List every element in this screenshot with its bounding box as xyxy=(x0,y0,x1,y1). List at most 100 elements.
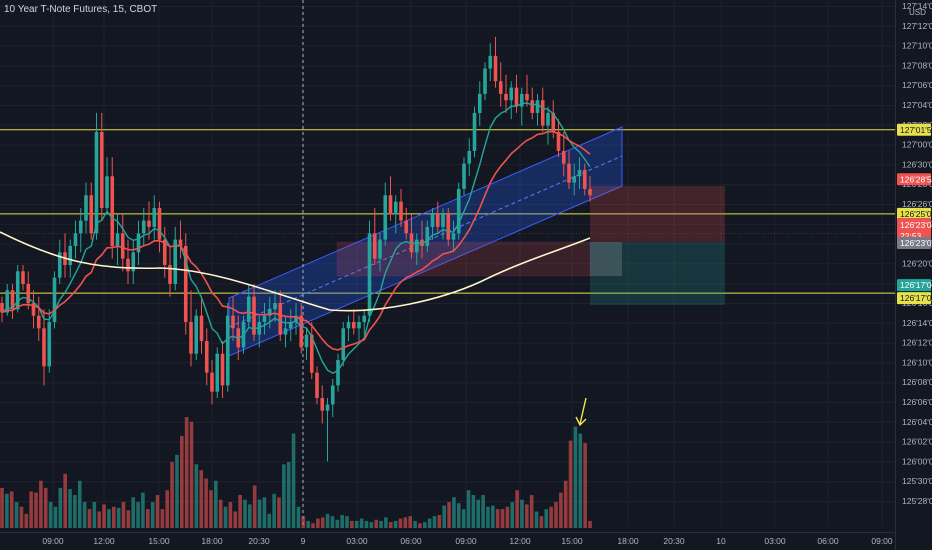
time-tick-label: 20:30 xyxy=(663,536,685,546)
price-tick-label: 126'06'0 xyxy=(902,397,932,407)
volume-bar xyxy=(73,494,77,528)
candle-body xyxy=(514,87,519,107)
candle-body xyxy=(309,334,314,373)
volume-bar xyxy=(345,516,349,528)
volume-bar xyxy=(398,518,403,528)
price-tick-label: 127'04'0 xyxy=(902,100,932,110)
candle-body xyxy=(273,303,277,310)
candle-body xyxy=(262,315,267,323)
volume-bar xyxy=(9,491,14,528)
volume-bar xyxy=(311,523,315,528)
volume-bar xyxy=(63,473,67,528)
volume-bar xyxy=(335,519,340,528)
candle-body xyxy=(126,258,130,272)
volume-bar xyxy=(525,504,529,528)
price-axis-bg xyxy=(895,0,932,550)
volume-bar xyxy=(277,497,281,528)
time-tick-label: 03:00 xyxy=(346,536,368,546)
candle-body xyxy=(299,315,304,348)
candle-body xyxy=(10,290,15,310)
volume-bar xyxy=(131,497,136,528)
candle-body xyxy=(582,169,587,189)
volume-bar xyxy=(388,522,393,528)
volume-bar xyxy=(413,520,417,528)
candle-body xyxy=(519,93,524,107)
volume-bar xyxy=(520,499,524,528)
ema-fast-line xyxy=(1,102,591,374)
volume-bar xyxy=(233,511,238,528)
time-axis-bg xyxy=(0,532,895,550)
candle-body xyxy=(572,176,577,183)
volume-bar xyxy=(272,493,276,528)
candle-body xyxy=(278,303,283,335)
time-tick-label: 18:00 xyxy=(201,536,223,546)
candle-body xyxy=(26,283,31,303)
candle-body xyxy=(462,163,466,189)
volume-bar xyxy=(456,503,461,528)
candle-body xyxy=(388,195,393,215)
volume-bar xyxy=(578,433,583,528)
candle-body xyxy=(189,322,193,354)
candle-body xyxy=(94,131,99,234)
time-tick-label: 15:00 xyxy=(561,536,583,546)
candle-body xyxy=(99,131,104,208)
candle-body xyxy=(498,81,503,94)
volume-bar xyxy=(204,478,208,528)
volume-bar xyxy=(136,502,140,528)
candle-body xyxy=(288,322,293,329)
volume-bar xyxy=(437,515,442,528)
volume-bar xyxy=(199,470,204,528)
candle-body xyxy=(52,277,57,323)
volume-bar xyxy=(267,513,272,528)
volume-bar xyxy=(150,502,155,528)
prev-close-badge-bg xyxy=(897,237,931,249)
price-tick-label: 127'06'0 xyxy=(902,80,932,90)
candle-body xyxy=(561,150,566,164)
candle-body xyxy=(567,163,571,183)
candle-body xyxy=(315,372,319,399)
volume-bar xyxy=(102,504,106,528)
candle-body xyxy=(31,303,36,316)
volume-bar xyxy=(175,454,179,528)
volume-bar xyxy=(53,506,58,528)
candle-body xyxy=(15,271,20,310)
candle-body xyxy=(136,233,141,253)
level-badge-126-25-0-bg xyxy=(897,207,931,220)
candle-body xyxy=(451,233,456,240)
volume-bar xyxy=(282,464,286,528)
candle-body xyxy=(372,233,377,259)
volume-bar xyxy=(141,492,145,528)
candle-body xyxy=(341,328,346,361)
candle-body xyxy=(546,112,550,126)
countdown-label: 22:53 xyxy=(900,231,922,241)
volume-bar xyxy=(461,509,466,528)
candle-body xyxy=(588,188,592,196)
volume-bar xyxy=(43,487,48,528)
candle-body xyxy=(430,214,435,227)
price-tick-label: 127'14'0 xyxy=(902,1,932,11)
volume-bar xyxy=(145,509,150,528)
candle-body xyxy=(5,290,10,313)
candle-body xyxy=(225,315,230,386)
volume-bar xyxy=(486,506,490,528)
volume-bar xyxy=(194,464,199,528)
last-price-label: 126'23'0 xyxy=(900,220,932,230)
volume-bar xyxy=(359,518,364,528)
volume-bar xyxy=(257,499,262,528)
volume-bar xyxy=(393,520,398,528)
volume-bar xyxy=(14,502,19,528)
volume-bar xyxy=(223,506,228,528)
volume-bar xyxy=(121,502,126,528)
volume-bars xyxy=(0,417,592,528)
volume-bar xyxy=(320,517,325,528)
volume-bar xyxy=(510,502,515,528)
candle-body xyxy=(362,315,367,323)
volume-bar xyxy=(534,511,539,528)
chart-title: 10 Year T-Note Futures, 15, CBOT xyxy=(4,4,158,15)
price-tick-label: 127'08'0 xyxy=(902,60,932,70)
candle-body xyxy=(131,252,136,272)
candle-body xyxy=(294,315,298,323)
candle-body xyxy=(162,239,167,265)
candle-body xyxy=(330,385,335,405)
